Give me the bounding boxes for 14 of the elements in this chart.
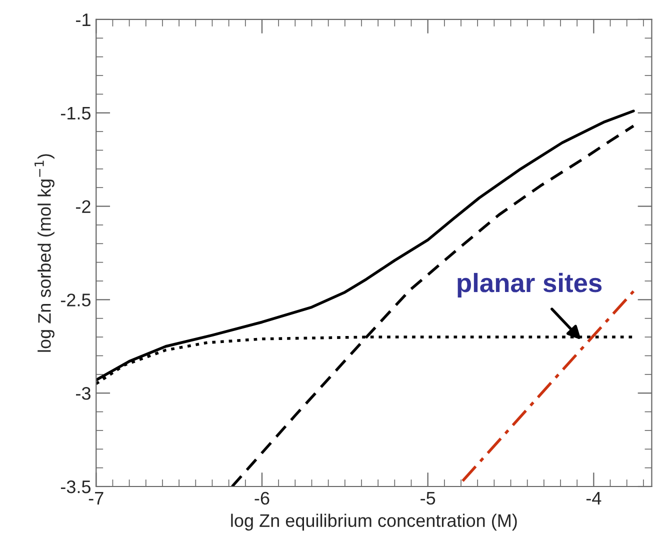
y-axis-title: log Zn sorbed (mol kg$^{−1}$) [34,154,54,352]
y-tick-label: -1.5 [60,106,91,120]
x-tick-label: -5 [420,492,436,505]
x-tick-label: -7 [88,492,104,504]
x-axis-title: log Zn equilibrium concentration (M) [231,514,517,531]
y-tick-label: -2 [76,200,90,213]
line-series [96,110,635,382]
y-tick-label: -1 [76,14,90,26]
annotation: planar sites [458,272,602,298]
y-tick-label: -3 [76,387,90,400]
y-tick-label: -3.5 [60,480,91,494]
x-tick-label: -6 [254,492,270,505]
y-tick-label: -2.5 [60,294,91,306]
x-tick-label: -4 [586,492,602,504]
